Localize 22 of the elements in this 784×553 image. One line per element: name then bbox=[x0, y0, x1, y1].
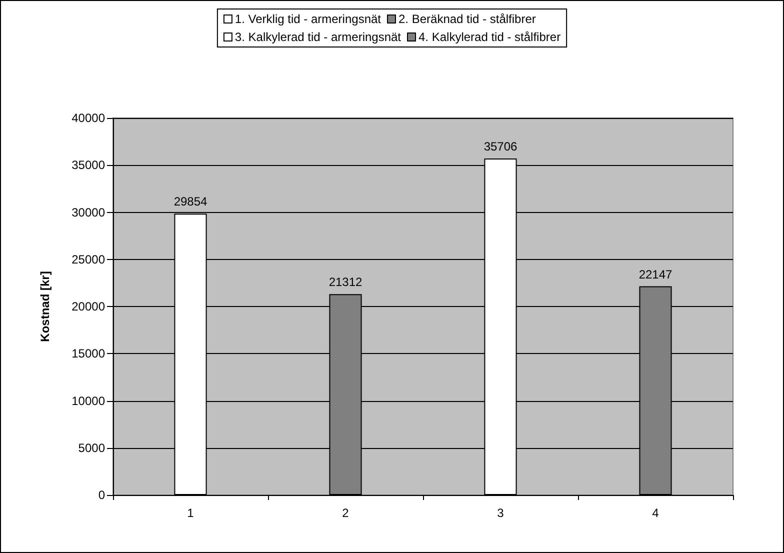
y-tick-label: 25000 bbox=[72, 252, 106, 266]
x-tick-label: 1 bbox=[187, 506, 194, 520]
data-label: 21312 bbox=[328, 275, 363, 290]
x-tick-label: 4 bbox=[652, 506, 660, 520]
y-tick-label: 20000 bbox=[72, 300, 106, 314]
x-tick-label: 2 bbox=[342, 506, 350, 520]
legend-label: 1. Verklig tid - armeringsnät bbox=[234, 12, 382, 26]
y-tick-label: 35000 bbox=[72, 158, 106, 172]
legend-label: 4. Kalkylerad tid - stålfibrer bbox=[418, 30, 561, 44]
y-tick-label: 5000 bbox=[78, 440, 106, 455]
y-tick-label: 10000 bbox=[72, 394, 106, 408]
y-tick-label: 40000 bbox=[72, 111, 106, 125]
data-label: 29854 bbox=[174, 194, 208, 209]
legend-label: 2. Beräknad tid - stålfibrer bbox=[398, 12, 536, 26]
legend-label: 3. Kalkylerad tid - armeringsnät bbox=[234, 30, 402, 44]
y-tick-label: 30000 bbox=[72, 205, 106, 220]
data-label: 22147 bbox=[638, 267, 673, 282]
y-tick-label: 0 bbox=[98, 488, 106, 502]
x-tick-label: 3 bbox=[497, 506, 504, 520]
y-tick-label: 15000 bbox=[72, 346, 106, 361]
y-axis-title: Kostnad [kr] bbox=[38, 271, 52, 342]
data-label: 35706 bbox=[484, 139, 518, 154]
